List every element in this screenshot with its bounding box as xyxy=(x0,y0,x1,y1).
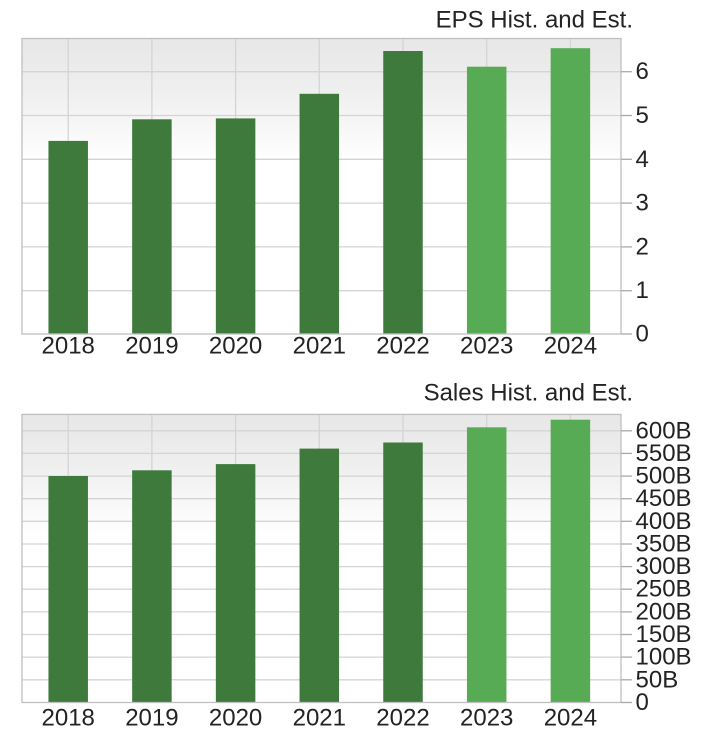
svg-text:2022: 2022 xyxy=(376,705,429,732)
svg-text:2018: 2018 xyxy=(42,705,95,732)
svg-text:350B: 350B xyxy=(636,531,692,558)
svg-text:50B: 50B xyxy=(636,666,679,693)
svg-text:2022: 2022 xyxy=(376,333,429,360)
svg-text:2018: 2018 xyxy=(42,333,95,360)
svg-text:EPS Hist. and Est.: EPS Hist. and Est. xyxy=(436,7,633,34)
svg-text:2019: 2019 xyxy=(125,705,178,732)
svg-text:4: 4 xyxy=(636,146,649,173)
svg-text:100B: 100B xyxy=(636,644,692,671)
svg-text:2023: 2023 xyxy=(460,333,513,360)
svg-text:0: 0 xyxy=(636,321,649,348)
svg-text:400B: 400B xyxy=(636,508,692,535)
svg-text:450B: 450B xyxy=(636,485,692,512)
svg-text:Sales Hist. and Est.: Sales Hist. and Est. xyxy=(424,380,633,407)
svg-text:0: 0 xyxy=(636,689,649,716)
svg-text:300B: 300B xyxy=(636,553,692,580)
svg-text:1: 1 xyxy=(636,277,649,304)
svg-text:2019: 2019 xyxy=(125,333,178,360)
svg-text:2020: 2020 xyxy=(209,705,262,732)
svg-text:2023: 2023 xyxy=(460,705,513,732)
svg-text:150B: 150B xyxy=(636,621,692,648)
svg-text:2021: 2021 xyxy=(293,333,346,360)
svg-text:5: 5 xyxy=(636,102,649,129)
svg-text:250B: 250B xyxy=(636,576,692,603)
svg-text:2024: 2024 xyxy=(544,705,597,732)
svg-text:6: 6 xyxy=(636,58,649,85)
svg-text:550B: 550B xyxy=(636,440,692,467)
svg-text:2024: 2024 xyxy=(544,333,597,360)
svg-text:2021: 2021 xyxy=(293,705,346,732)
svg-text:2020: 2020 xyxy=(209,333,262,360)
svg-text:600B: 600B xyxy=(636,417,692,444)
svg-text:200B: 200B xyxy=(636,598,692,625)
svg-text:500B: 500B xyxy=(636,463,692,490)
svg-text:2: 2 xyxy=(636,233,649,260)
svg-text:3: 3 xyxy=(636,190,649,217)
